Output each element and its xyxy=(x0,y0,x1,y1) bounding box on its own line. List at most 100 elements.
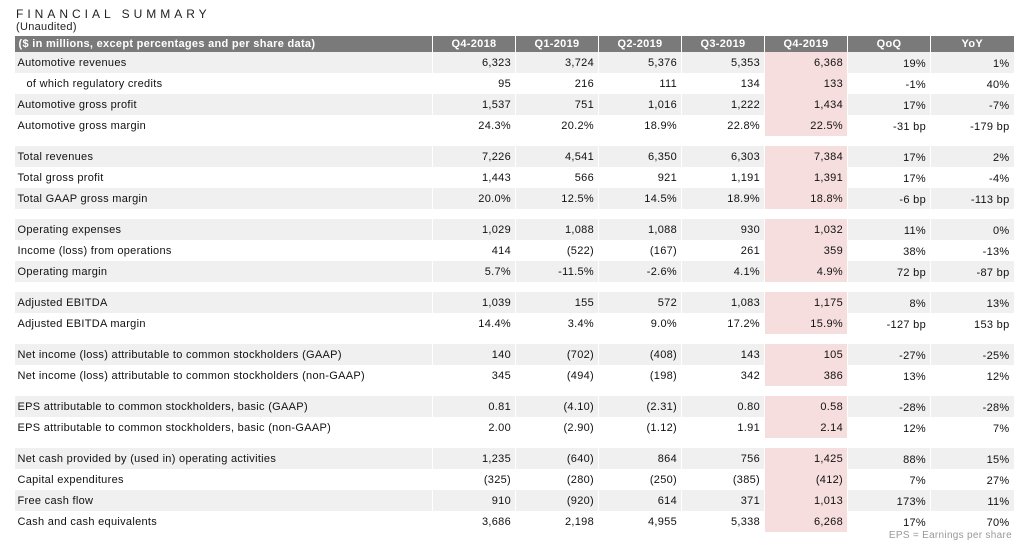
yoy-cell: -87 bp xyxy=(930,261,1014,282)
table-row: Capital expenditures (325) (280) (250) (385)… xyxy=(15,469,1014,490)
value-cell: (198) xyxy=(598,365,682,386)
value-cell: 0.81 xyxy=(432,396,516,417)
value-cell: 14.4% xyxy=(432,313,516,334)
value-cell: 1,088 xyxy=(515,219,599,240)
value-cell: 1,425 xyxy=(764,448,848,469)
value-cell: 756 xyxy=(681,448,765,469)
value-cell: 1,029 xyxy=(432,219,516,240)
table-row: Automotive revenues 6,323 3,724 5,376 5,353 6… xyxy=(14,52,1014,73)
table-row: Net income (loss) attributable to common… xyxy=(15,365,1014,386)
value-cell: (167) xyxy=(598,240,682,261)
group-spacer xyxy=(14,282,1014,292)
value-cell: 2.14 xyxy=(764,417,848,438)
value-cell: 1,032 xyxy=(764,219,848,240)
yoy-cell: -113 bp xyxy=(930,188,1014,209)
value-cell: (385) xyxy=(681,469,765,490)
row-label: EPS attributable to common stockholders,… xyxy=(14,396,433,417)
row-label: Adjusted EBITDA margin xyxy=(17,317,146,330)
value-cell: 1,016 xyxy=(598,94,682,115)
value-cell: 105 xyxy=(764,344,848,365)
qoq-cell: 13% xyxy=(847,365,931,386)
yoy-cell: -13% xyxy=(930,240,1014,261)
row-label: Net income (loss) attributable to common… xyxy=(17,369,365,382)
value-cell: 95 xyxy=(432,73,516,94)
value-cell: (325) xyxy=(432,469,516,490)
qoq-cell: 19% xyxy=(847,52,931,73)
qoq-cell: 38% xyxy=(847,240,931,261)
value-cell: (640) xyxy=(515,448,599,469)
value-cell: 3,686 xyxy=(432,511,516,532)
value-cell: 134 xyxy=(681,73,765,94)
value-cell: 910 xyxy=(432,490,516,511)
value-cell: 1,222 xyxy=(681,94,765,115)
financial-summary-table: ($ in millions, except percentages and p… xyxy=(14,36,1014,532)
value-cell: 5.7% xyxy=(432,261,516,282)
value-cell: 4,955 xyxy=(598,511,682,532)
header-label: ($ in millions, except percentages and p… xyxy=(14,36,433,52)
value-cell: 17.2% xyxy=(681,313,765,334)
value-cell: (494) xyxy=(515,365,599,386)
table-row: Free cash flow 910 (920) 614 371 1,013 173% 11% xyxy=(14,490,1014,511)
value-cell: 1,537 xyxy=(432,94,516,115)
row-label: Automotive revenues xyxy=(14,52,433,73)
row-label: Free cash flow xyxy=(14,490,433,511)
qoq-cell: 72 bp xyxy=(847,261,931,282)
spacer-cell xyxy=(14,438,1014,448)
value-cell: 155 xyxy=(515,292,599,313)
value-cell: 1,434 xyxy=(764,94,848,115)
header-col-yoy: YoY xyxy=(930,36,1014,52)
spacer-cell xyxy=(14,386,1014,396)
qoq-cell: 12% xyxy=(847,417,931,438)
group-spacer xyxy=(14,334,1014,344)
value-cell: 614 xyxy=(598,490,682,511)
yoy-cell: -4% xyxy=(930,167,1014,188)
table-row: Operating margin 5.7% -11.5% -2.6% 4.1% 4.9% 7… xyxy=(14,261,1014,282)
qoq-cell: 11% xyxy=(847,219,931,240)
value-cell: 143 xyxy=(681,344,765,365)
yoy-cell: 12% xyxy=(930,365,1014,386)
table-row: Net income (loss) attributable to common… xyxy=(14,344,1014,365)
yoy-cell: 11% xyxy=(930,490,1014,511)
yoy-cell: -7% xyxy=(930,94,1014,115)
value-cell: 22.5% xyxy=(764,115,848,136)
value-cell: 572 xyxy=(598,292,682,313)
row-label: Total gross profit xyxy=(17,171,104,184)
row-label: Automotive gross profit xyxy=(14,94,433,115)
value-cell: 2.00 xyxy=(432,417,516,438)
value-cell: 386 xyxy=(764,365,848,386)
page-subtitle: (Unaudited) xyxy=(16,21,77,33)
value-cell: -11.5% xyxy=(515,261,599,282)
value-cell: 342 xyxy=(681,365,765,386)
qoq-cell: 173% xyxy=(847,490,931,511)
value-cell: 5,376 xyxy=(598,52,682,73)
value-cell: 9.0% xyxy=(598,313,682,334)
value-cell: 12.5% xyxy=(515,188,599,209)
value-cell: 0.58 xyxy=(764,396,848,417)
spacer-cell xyxy=(14,282,1014,292)
table-row: Adjusted EBITDA margin 14.4% 3.4% 9.0% 17.2%… xyxy=(15,313,1014,334)
qoq-cell: 17% xyxy=(847,146,931,167)
value-cell: -2.6% xyxy=(598,261,682,282)
value-cell: (2.31) xyxy=(598,396,682,417)
spacer-cell xyxy=(14,209,1014,219)
table-row: Net cash provided by (used in) operating… xyxy=(14,448,1014,469)
yoy-cell: -28% xyxy=(930,396,1014,417)
row-label: Income (loss) from operations xyxy=(17,244,172,257)
qoq-cell: 88% xyxy=(847,448,931,469)
value-cell: 1,235 xyxy=(432,448,516,469)
value-cell: (702) xyxy=(515,344,599,365)
yoy-cell: 153 bp xyxy=(930,313,1014,334)
row-label: EPS attributable to common stockholders,… xyxy=(17,421,332,434)
value-cell: (280) xyxy=(515,469,599,490)
table-row: Automotive gross profit 1,537 751 1,016 1,22… xyxy=(14,94,1014,115)
table-row: Total revenues 7,226 4,541 6,350 6,303 7,384 1… xyxy=(14,146,1014,167)
value-cell: 6,323 xyxy=(432,52,516,73)
value-cell: (2.90) xyxy=(515,417,599,438)
value-cell: 20.0% xyxy=(432,188,516,209)
yoy-cell: 2% xyxy=(930,146,1014,167)
row-label: Adjusted EBITDA xyxy=(14,292,433,313)
value-cell: 2,198 xyxy=(515,511,599,532)
yoy-cell: 1% xyxy=(930,52,1014,73)
group-spacer xyxy=(14,136,1014,146)
qoq-cell: 8% xyxy=(847,292,931,313)
